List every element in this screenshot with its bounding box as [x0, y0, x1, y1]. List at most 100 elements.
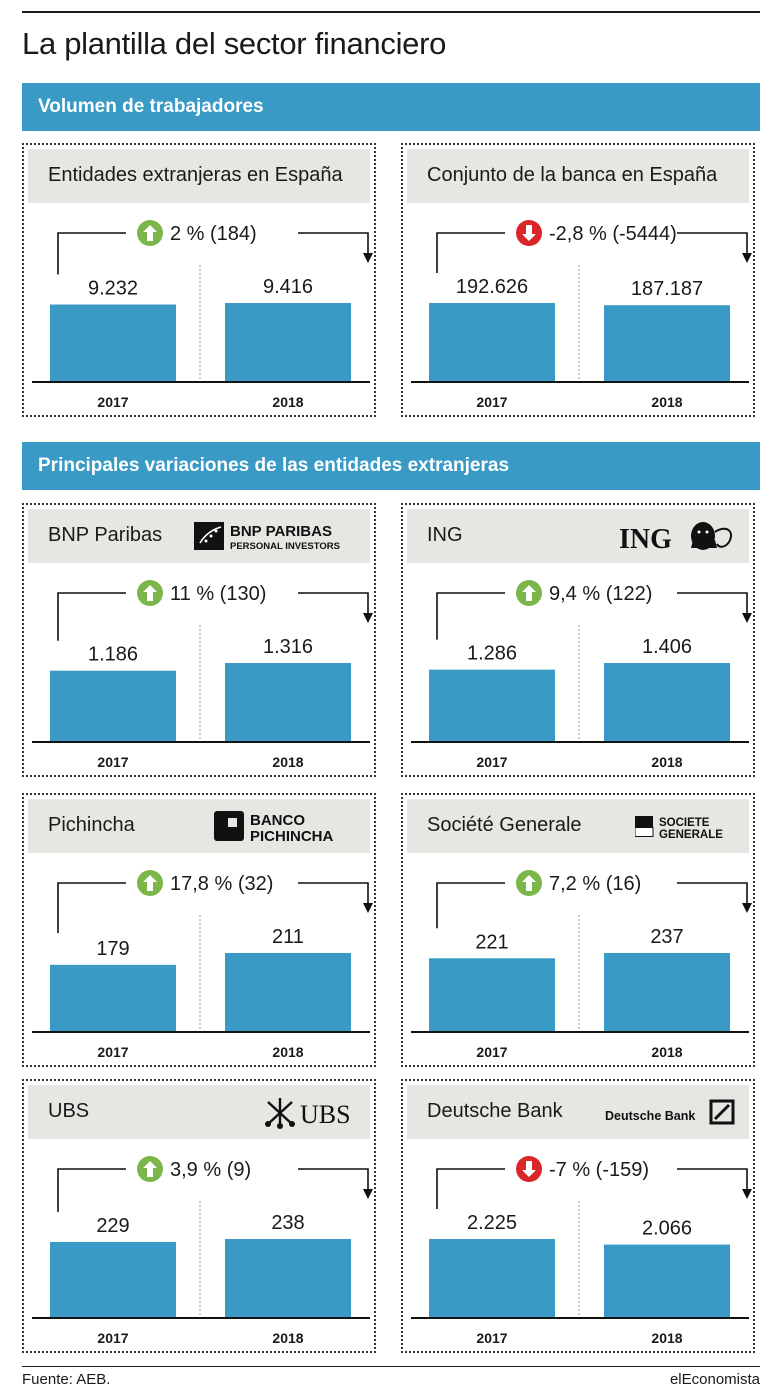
change-arrowhead — [363, 1189, 373, 1199]
bar-2018 — [604, 953, 730, 1031]
ubs-keys-logo-icon: UBS — [264, 1095, 360, 1129]
arrow-down-glyph — [522, 1161, 536, 1177]
logo-text: ING — [619, 524, 672, 554]
panel-header: Conjunto de la banca en España — [407, 149, 749, 203]
panel-title: Conjunto de la banca en España — [427, 164, 718, 186]
year-label-2018: 2018 — [272, 394, 303, 410]
chart-societe-generale: 221 2017 237 2018 7,2 % (16) — [411, 870, 752, 1060]
year-label-2017: 2017 — [476, 1044, 507, 1060]
panel-title: BNP Paribas — [48, 524, 163, 546]
logo-subtext: GENERALE — [659, 829, 723, 841]
arrow-up-glyph — [522, 585, 536, 601]
change-label: 9,4 % (122) — [549, 583, 652, 605]
panel-header: Pichincha BANCO PICHINCHA — [28, 799, 370, 853]
logo-text: BNP PARIBAS — [230, 523, 332, 540]
panel-bnp-paribas: BNP Paribas BNP PARIBAS PERSONAL INVESTO… — [22, 503, 376, 777]
bar-2017 — [50, 964, 176, 1031]
panel-conjunto-banca: Conjunto de la banca en España 192.626 20… — [401, 143, 755, 417]
deutsche-bank-logo-icon: Deutsche Bank — [605, 1095, 739, 1129]
bar-2018 — [225, 953, 351, 1031]
year-label-2017: 2017 — [476, 754, 507, 770]
societe-generale-logo-icon: SOCIETE GENERALE — [635, 809, 739, 843]
year-label-2017: 2017 — [97, 754, 128, 770]
panel-title: ING — [427, 524, 463, 546]
logo-text: Deutsche Bank — [605, 1109, 695, 1123]
change-bracket-left — [436, 882, 505, 929]
bar-2017 — [429, 669, 555, 741]
change-arrowhead — [363, 613, 373, 623]
value-label-2017: 229 — [96, 1215, 129, 1237]
year-label-2017: 2017 — [97, 1044, 128, 1060]
change-bracket-right — [677, 1168, 748, 1191]
change-arrowhead — [742, 1189, 752, 1199]
panel-societe-generale: Société Generale SOCIETE GENERALE 221 201… — [401, 793, 755, 1067]
chart-bnp-paribas: 1.186 2017 1.316 2018 11 % (130) — [32, 580, 373, 770]
year-label-2018: 2018 — [651, 754, 682, 770]
change-label: 11 % (130) — [170, 583, 266, 605]
change-bracket-left — [57, 592, 126, 641]
banco-pichincha-logo-icon: BANCO PICHINCHA — [214, 809, 360, 844]
panel-entidades-extranjeras: Entidades extranjeras en España 9.232 201… — [22, 143, 376, 417]
year-label-2018: 2018 — [651, 1330, 682, 1346]
bar-2018 — [225, 663, 351, 741]
chart-pichincha: 179 2017 211 2018 17,8 % (32) — [32, 870, 373, 1060]
year-label-2017: 2017 — [476, 394, 507, 410]
year-label-2017: 2017 — [97, 394, 128, 410]
panel-header: Société Generale SOCIETE GENERALE — [407, 799, 749, 853]
change-label: 7,2 % (16) — [549, 873, 641, 895]
panel-title: Deutsche Bank — [427, 1100, 563, 1122]
change-bracket-left — [436, 592, 505, 640]
bnp-paribas-logo-icon: BNP PARIBAS PERSONAL INVESTORS — [194, 519, 360, 553]
change-label: -7 % (-159) — [549, 1159, 649, 1181]
change-label: 2 % (184) — [170, 223, 257, 245]
change-bracket-right — [677, 882, 748, 905]
value-label-2017: 192.626 — [456, 276, 528, 298]
change-arrowhead — [742, 903, 752, 913]
panel-deutsche-bank: Deutsche Bank Deutsche Bank 2.225 2017 2.0… — [401, 1079, 755, 1353]
change-bracket-right — [677, 232, 748, 255]
value-label-2018: 1.316 — [263, 636, 313, 658]
chart-conjunto-banca: 192.626 2017 187.187 2018 -2,8 % (-5444) — [411, 220, 752, 410]
chart-deutsche-bank: 2.225 2017 2.066 2018 -7 % (-159) — [411, 1156, 752, 1346]
change-bracket-right — [298, 882, 369, 905]
bar-2017 — [50, 1241, 176, 1317]
change-label: -2,8 % (-5444) — [549, 223, 677, 245]
panel-title: Société Generale — [427, 814, 582, 836]
year-label-2018: 2018 — [651, 394, 682, 410]
value-label-2018: 1.406 — [642, 636, 692, 658]
panel-ubs: UBS UBS 229 2017 238 2018 3,9 % (9) — [22, 1079, 376, 1353]
arrow-up-glyph — [522, 875, 536, 891]
change-bracket-left — [436, 1168, 505, 1209]
value-label-2017: 9.232 — [88, 278, 138, 300]
value-label-2017: 179 — [96, 938, 129, 960]
panel-header: Entidades extranjeras en España — [28, 149, 370, 203]
year-label-2017: 2017 — [97, 1330, 128, 1346]
year-label-2017: 2017 — [476, 1330, 507, 1346]
bar-2017 — [429, 1239, 555, 1317]
change-bracket-left — [57, 1168, 126, 1212]
change-label: 17,8 % (32) — [170, 873, 273, 895]
section-header-variaciones: Principales variaciones de las entidades… — [22, 442, 760, 490]
panel-title: Entidades extranjeras en España — [48, 164, 343, 186]
panel-header: BNP Paribas BNP PARIBAS PERSONAL INVESTO… — [28, 509, 370, 563]
chart-entidades-extranjeras: 9.232 2017 9.416 2018 2 % (184) — [32, 220, 373, 410]
source-note: Fuente: AEB. — [22, 1371, 111, 1388]
logo-subtext: PICHINCHA — [250, 828, 334, 844]
value-label-2018: 211 — [272, 926, 304, 948]
panel-header: Deutsche Bank Deutsche Bank — [407, 1085, 749, 1139]
year-label-2018: 2018 — [272, 754, 303, 770]
value-label-2018: 2.066 — [642, 1218, 692, 1240]
bar-2017 — [50, 304, 176, 381]
value-label-2018: 187.187 — [631, 278, 703, 300]
value-label-2018: 238 — [271, 1212, 304, 1234]
change-arrowhead — [363, 903, 373, 913]
arrow-up-glyph — [143, 225, 157, 241]
panel-title: Pichincha — [48, 814, 135, 836]
bar-2017 — [50, 670, 176, 741]
panel-ing: ING ING 1.286 2017 1.406 2018 9,4 % (122) — [401, 503, 755, 777]
change-arrowhead — [742, 613, 752, 623]
year-label-2018: 2018 — [272, 1044, 303, 1060]
change-bracket-left — [57, 232, 126, 275]
bar-2017 — [429, 303, 555, 381]
value-label-2017: 1.286 — [467, 643, 517, 665]
